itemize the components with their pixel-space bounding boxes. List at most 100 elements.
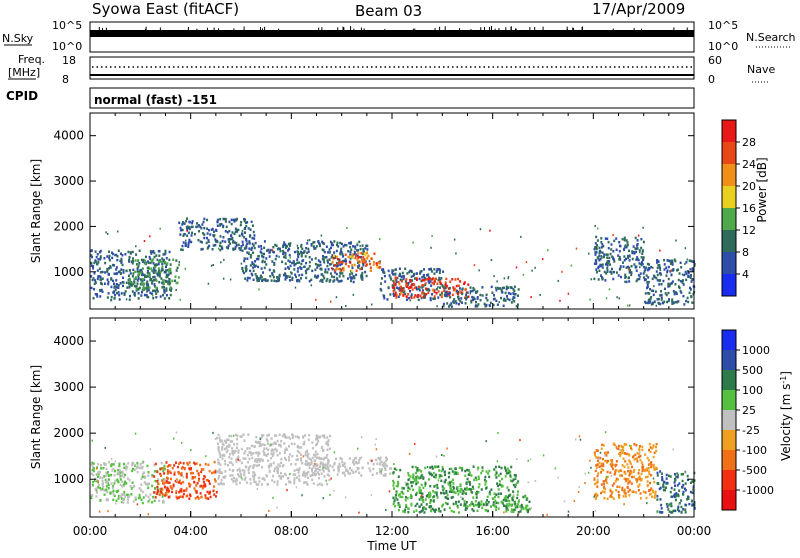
heatmap-cell: [402, 492, 405, 495]
heatmap-cell: [180, 467, 183, 470]
heatmap-cell: [334, 271, 337, 274]
heatmap-cell: [410, 481, 413, 484]
heatmap-cell: [449, 303, 452, 307]
heatmap-cell: [528, 507, 531, 511]
heatmap-cell: [163, 279, 166, 282]
heatmap-cell: [371, 303, 373, 306]
heatmap-cell: [107, 267, 110, 270]
heatmap-cell: [205, 241, 208, 245]
heatmap-cell: [650, 303, 653, 306]
heatmap-cell: [291, 434, 294, 437]
heatmap-cell: [281, 260, 284, 264]
heatmap-cell: [689, 490, 692, 494]
colorbar-tick-label: 24: [742, 158, 756, 171]
heatmap-cell: [505, 287, 508, 291]
heatmap-cell: [423, 507, 426, 510]
heatmap-cell: [393, 487, 396, 490]
heatmap-cell: [600, 246, 603, 249]
heatmap-cell: [421, 286, 424, 289]
heatmap-cell: [619, 448, 621, 451]
heatmap-cell: [269, 248, 272, 252]
heatmap-cell: [424, 296, 427, 299]
heatmap-cell: [330, 243, 333, 246]
heatmap-cell: [93, 479, 96, 482]
heatmap-cell: [311, 269, 314, 273]
heatmap-cell: [651, 301, 654, 305]
heatmap-cell: [431, 465, 434, 469]
nsearch-label: N.Search: [746, 31, 796, 44]
heatmap-cell: [265, 447, 268, 450]
nsearch-tick-top: 10^5: [708, 19, 738, 32]
heatmap-cell: [91, 461, 94, 465]
heatmap-cell: [136, 465, 139, 469]
cpid-value: normal (fast) -151: [94, 93, 217, 107]
heatmap-cell: [637, 484, 640, 488]
heatmap-cell: [263, 478, 266, 482]
heatmap-cell: [674, 478, 677, 482]
heatmap-cell: [578, 485, 580, 488]
heatmap-cell: [486, 503, 489, 506]
heatmap-region: [153, 460, 218, 500]
heatmap-cell: [547, 249, 549, 252]
heatmap-region: [215, 433, 332, 487]
heatmap-cell: [181, 244, 184, 248]
heatmap-cell: [407, 486, 410, 489]
heatmap-cell: [155, 292, 158, 295]
heatmap-cell: [218, 436, 221, 440]
heatmap-cell: [314, 262, 317, 266]
heatmap-cell: [423, 268, 426, 271]
heatmap-cell: [667, 277, 670, 281]
heatmap-cell: [633, 458, 636, 461]
heatmap-cell: [143, 273, 146, 277]
heatmap-cell: [455, 252, 457, 255]
heatmap-cell: [161, 293, 164, 297]
heatmap-cell: [306, 456, 309, 459]
heatmap-cell: [679, 261, 682, 265]
heatmap-cell: [432, 277, 435, 280]
heatmap-cell: [96, 277, 99, 281]
heatmap-cell: [331, 242, 334, 245]
heatmap-cell: [252, 269, 255, 273]
heatmap-cell: [392, 484, 395, 487]
heatmap-cell: [676, 484, 679, 487]
heatmap-cell: [257, 254, 260, 258]
heatmap-cell: [604, 479, 607, 482]
heatmap-cell: [339, 249, 342, 253]
heatmap-cell: [337, 267, 340, 271]
heatmap-cell: [316, 266, 319, 269]
heatmap-cell: [119, 478, 122, 481]
heatmap-cell: [361, 271, 364, 275]
heatmap-cell: [388, 274, 391, 277]
heatmap-cell: [639, 492, 642, 495]
heatmap-cell: [260, 444, 263, 447]
heatmap-cell: [682, 294, 685, 298]
heatmap-cell: [199, 492, 202, 495]
heatmap-cell: [393, 463, 395, 466]
heatmap-cell: [397, 483, 400, 486]
heatmap-cell: [138, 270, 141, 273]
heatmap-cell: [285, 436, 288, 439]
heatmap-cell: [689, 286, 692, 290]
heatmap-cell: [287, 249, 290, 252]
heatmap-cell: [235, 241, 238, 245]
heatmap-cell: [274, 467, 277, 470]
heatmap-cell: [656, 298, 659, 301]
heatmap-cell: [234, 479, 237, 483]
nsky-label: N.Sky: [2, 32, 34, 45]
heatmap-cell: [488, 475, 491, 479]
heatmap-cell: [272, 245, 275, 249]
heatmap-cell: [432, 471, 435, 475]
heatmap-cell: [235, 458, 238, 462]
heatmap-cell: [208, 482, 211, 485]
heatmap-cell: [97, 480, 99, 483]
heatmap-cell: [160, 466, 163, 470]
heatmap-cell: [348, 457, 351, 460]
heatmap-cell: [354, 247, 357, 250]
heatmap-cell: [265, 257, 268, 260]
heatmap-cell: [646, 285, 649, 289]
heatmap-cell: [220, 481, 223, 485]
heatmap-cell: [205, 479, 208, 482]
heatmap-cell: [652, 490, 655, 494]
heatmap-cell: [415, 286, 418, 289]
heatmap-cell: [321, 483, 324, 487]
